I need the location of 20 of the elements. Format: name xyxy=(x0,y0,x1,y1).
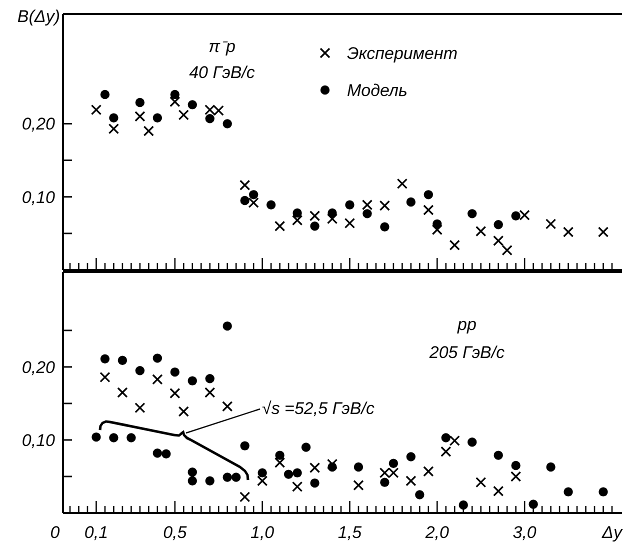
x-tick-label: 0,1 xyxy=(84,523,108,542)
annotation: √s =52,5 ГэВ/с xyxy=(262,399,375,418)
x-tick-label: 0,5 xyxy=(163,523,188,542)
x-tick-label: 2,0 xyxy=(424,523,450,542)
y-tick-label: 0,20 xyxy=(22,114,56,134)
annotation: 205 ГэВ/с xyxy=(428,343,506,362)
legend-label: Модель xyxy=(347,81,408,100)
x-tick-label: 1,5 xyxy=(338,523,362,542)
annotation: π⁻p xyxy=(208,37,236,56)
y-tick-label: 0,20 xyxy=(22,358,56,377)
y-axis-title: B(Δy) xyxy=(17,7,60,26)
y-tick-label: 0,10 xyxy=(22,188,56,207)
x-tick-label: 3,0 xyxy=(512,523,537,542)
x-axis-title: Δy xyxy=(601,523,624,542)
text: 0 xyxy=(50,523,60,542)
legend-label: Эксперимент xyxy=(347,44,458,63)
y-tick-label: 0,10 xyxy=(22,430,56,450)
x-tick-label: 1,0 xyxy=(250,523,275,542)
annotation: 40 ГэВ/с xyxy=(189,63,256,82)
annotation: pp xyxy=(456,315,476,334)
